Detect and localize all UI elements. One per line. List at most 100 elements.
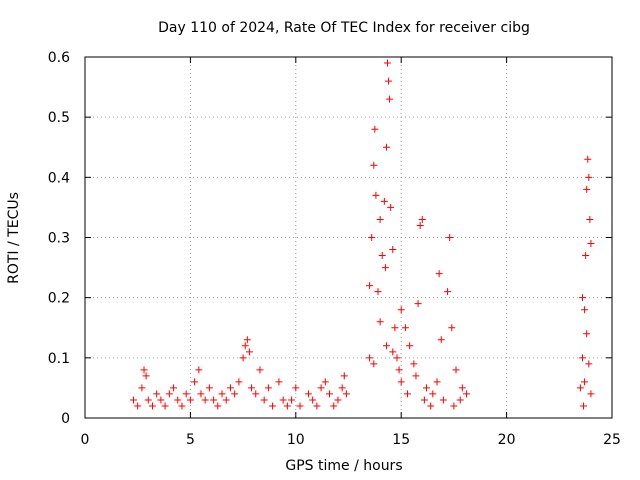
- data-point: [439, 396, 447, 404]
- y-tick-label: 0.2: [48, 291, 70, 307]
- data-point: [226, 384, 234, 392]
- y-tick-label: 0.5: [48, 110, 70, 126]
- data-point: [283, 402, 291, 410]
- data-point: [342, 390, 350, 398]
- data-point: [296, 402, 304, 410]
- data-points: [129, 59, 595, 410]
- data-point: [148, 402, 156, 410]
- data-point: [138, 384, 146, 392]
- data-point: [178, 402, 186, 410]
- data-point: [587, 390, 595, 398]
- data-point: [256, 366, 264, 374]
- data-point: [456, 396, 464, 404]
- data-point: [450, 402, 458, 410]
- data-point: [406, 342, 414, 350]
- data-point: [165, 390, 173, 398]
- data-point: [201, 396, 209, 404]
- data-point: [144, 396, 152, 404]
- x-tick-label: 0: [81, 432, 90, 448]
- data-point: [381, 264, 389, 272]
- data-point: [452, 366, 460, 374]
- data-point: [387, 203, 395, 211]
- data-point: [578, 294, 586, 302]
- data-point: [241, 342, 249, 350]
- data-point: [397, 306, 405, 314]
- data-point: [587, 240, 595, 248]
- data-point: [418, 215, 426, 223]
- data-point: [578, 354, 586, 362]
- data-point: [340, 372, 348, 380]
- data-point: [371, 125, 379, 133]
- x-axis-title: GPS time / hours: [285, 458, 402, 474]
- data-point: [269, 402, 277, 410]
- data-point: [153, 390, 161, 398]
- data-point: [374, 288, 382, 296]
- data-point: [401, 324, 409, 332]
- data-point: [427, 402, 435, 410]
- data-point: [429, 390, 437, 398]
- data-point: [422, 384, 430, 392]
- data-point: [140, 366, 148, 374]
- data-point: [444, 288, 452, 296]
- data-point: [197, 390, 205, 398]
- data-point: [389, 246, 397, 254]
- data-point: [382, 143, 390, 151]
- y-tick-label: 0.4: [48, 170, 70, 186]
- data-point: [129, 396, 137, 404]
- data-point: [309, 396, 317, 404]
- data-point: [195, 366, 203, 374]
- x-tick-label: 5: [186, 432, 195, 448]
- data-point: [385, 77, 393, 85]
- data-point: [157, 396, 165, 404]
- data-point: [372, 191, 380, 199]
- data-point: [210, 396, 218, 404]
- data-point: [583, 330, 591, 338]
- x-tick-label: 10: [287, 432, 305, 448]
- data-point: [412, 372, 420, 380]
- data-point: [338, 384, 346, 392]
- data-point: [386, 95, 394, 103]
- data-point: [586, 215, 594, 223]
- data-point: [317, 384, 325, 392]
- data-point: [582, 252, 590, 260]
- data-point: [239, 354, 247, 362]
- data-point: [321, 378, 329, 386]
- data-point: [368, 234, 376, 241]
- data-point: [410, 360, 418, 368]
- data-point: [376, 318, 384, 326]
- data-point: [581, 306, 589, 314]
- data-point: [248, 384, 256, 392]
- grid: [85, 57, 612, 418]
- data-point: [174, 396, 182, 404]
- data-point: [334, 396, 342, 404]
- data-point: [391, 324, 399, 332]
- data-point: [161, 402, 169, 410]
- y-tick-label: 0.6: [48, 50, 70, 66]
- data-point: [393, 354, 401, 362]
- data-point: [435, 270, 443, 278]
- data-point: [389, 348, 397, 356]
- data-point: [264, 384, 272, 392]
- data-point: [404, 390, 412, 398]
- data-point: [191, 378, 199, 386]
- data-point: [382, 342, 390, 350]
- y-tick-label: 0.3: [48, 231, 70, 247]
- data-point: [243, 336, 251, 344]
- data-point: [581, 378, 589, 386]
- x-tick-label: 15: [392, 432, 410, 448]
- data-point: [370, 360, 378, 368]
- data-point: [458, 384, 466, 392]
- y-axis-title: ROTI / TECUs: [6, 192, 22, 284]
- data-point: [395, 366, 403, 374]
- data-point: [584, 155, 592, 163]
- data-point: [448, 324, 456, 332]
- data-point: [420, 396, 428, 404]
- data-point: [330, 402, 338, 410]
- x-tick-label: 25: [603, 432, 621, 448]
- data-point: [279, 396, 287, 404]
- data-point: [304, 390, 312, 398]
- data-point: [366, 354, 374, 362]
- data-point: [170, 384, 178, 392]
- data-point: [416, 221, 424, 229]
